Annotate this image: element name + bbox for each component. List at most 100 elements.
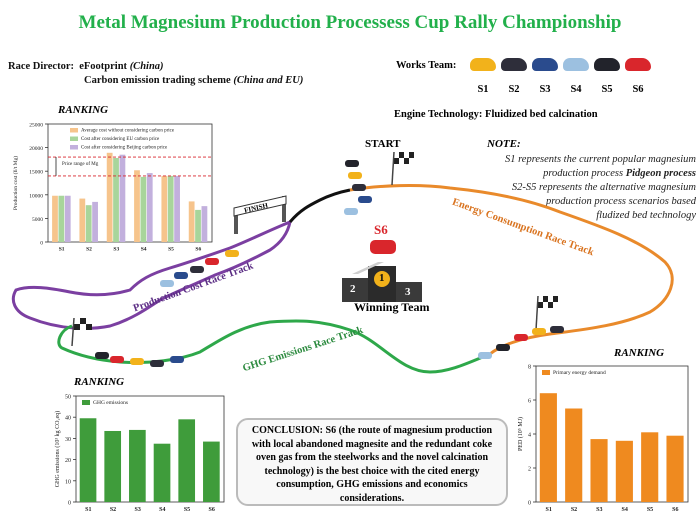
winners-podium-icon — [342, 262, 422, 302]
race-director-line2-italic: (China and EU) — [233, 75, 304, 86]
y-tick-label: 40 — [65, 416, 71, 422]
finish-flag-icon — [71, 317, 92, 347]
bar-s3 — [106, 152, 113, 242]
ghg-emissions-track — [57, 319, 491, 374]
bar-s6 — [201, 206, 208, 242]
x-tick-label: S3 — [134, 507, 140, 513]
car-icon-s2 — [501, 58, 527, 71]
car-label-s1: S1 — [477, 84, 489, 95]
car-label-s3: S3 — [539, 84, 551, 95]
track-car-icon — [110, 356, 124, 363]
x-tick-label: S6 — [208, 507, 214, 513]
x-tick-label: S5 — [647, 507, 653, 513]
track-car-icon — [358, 196, 372, 203]
page-title: Metal Magnesium Production Processess Cu… — [78, 12, 622, 33]
track-car-icon — [345, 160, 359, 167]
bar-s4 — [146, 173, 153, 242]
track-car-icon — [550, 326, 564, 333]
x-tick-label: S5 — [168, 247, 174, 253]
energy-flag-icon — [535, 295, 558, 331]
bar-s6 — [203, 441, 220, 502]
ghg-emissions-chart: 0 10 20 30 40 50 S1 S2 S3 S4 S5 S6 GHG emissions (10… — [54, 395, 225, 513]
plot-frame — [75, 395, 225, 503]
car-label-s5: S5 — [601, 84, 613, 95]
winner-label: S6 — [374, 222, 388, 237]
track-car-icon — [225, 250, 239, 257]
track-car-icon — [150, 360, 164, 367]
bar-s2 — [79, 198, 86, 242]
track-car-icon — [170, 356, 184, 363]
energy-consumption-track — [349, 184, 674, 356]
y-axis-label: GHG emissions (10³ kg CO₂eq) — [54, 411, 61, 488]
y-tick-label: 10000 — [29, 193, 43, 199]
bar-s1 — [52, 195, 58, 242]
track-car-icon — [160, 280, 174, 287]
finish-gate-icon — [233, 195, 287, 234]
legend-label: Cost after considering Beijing carbon pr… — [81, 146, 168, 151]
bar-s2 — [92, 201, 98, 242]
race-director-label: Race Director: — [8, 61, 74, 72]
legend-label: Average cost without considering carbon … — [81, 129, 175, 134]
winner-car-icon — [370, 240, 396, 254]
track-car-icon — [348, 172, 362, 179]
x-tick-label: S2 — [86, 247, 92, 253]
bar-s5 — [167, 175, 174, 242]
bar-s1 — [58, 195, 65, 242]
note-line-2a: production process — [543, 168, 626, 179]
x-tick-label: S5 — [184, 507, 190, 513]
track-car-icon — [174, 272, 188, 279]
bar-s3 — [590, 439, 608, 502]
x-tick-label: S1 — [85, 507, 91, 513]
legend-swatch — [70, 145, 78, 150]
x-tick-label: S2 — [110, 507, 116, 513]
start-label: START — [365, 138, 401, 150]
y-tick-label: 50 — [65, 395, 71, 401]
race-director: Race Director: eFootprint (China) Carbon… — [8, 60, 303, 88]
engine-technology: Engine Technology: Fluidized bed calcina… — [394, 109, 598, 120]
x-tick-label: S6 — [672, 507, 678, 513]
y-tick-label: 8 — [528, 365, 531, 371]
x-tick-label: S4 — [141, 247, 147, 253]
legend-swatch — [82, 400, 90, 405]
bar-s4 — [140, 176, 147, 242]
podium-first: 1 — [379, 272, 385, 284]
x-tick-label: S1 — [59, 247, 65, 253]
y-axis-label: PED (10⁵ MJ) — [517, 417, 524, 451]
track-car-icon — [190, 266, 204, 273]
y-tick-label: 25000 — [29, 123, 43, 129]
bar-s1 — [64, 195, 71, 242]
race-director-line1-italic: (China) — [129, 61, 164, 72]
bar-s3 — [113, 157, 119, 242]
car-icon-s4 — [563, 58, 589, 71]
track-car-icon — [352, 184, 366, 191]
car-label-s6: S6 — [632, 84, 644, 95]
x-tick-label: S3 — [113, 247, 119, 253]
track-car-icon — [496, 344, 510, 351]
car-icon-s3 — [532, 58, 558, 71]
y-tick-label: 30 — [65, 437, 71, 443]
note-line-2: production process Pidgeon process — [470, 167, 696, 181]
bar-s6 — [188, 201, 195, 242]
bar-s4 — [153, 443, 171, 502]
bar-s3 — [119, 154, 126, 242]
y-tick-label: 6 — [528, 399, 531, 405]
bar-s5 — [161, 175, 168, 242]
y-axis-label: Production cost (¥/t Mg) — [12, 156, 19, 210]
finish-track — [288, 188, 351, 223]
y-tick-label: 4 — [528, 433, 531, 439]
race-director-line2: Carbon emission trading scheme — [84, 75, 234, 86]
conclusion-box: CONCLUSION: S6 (the route of magnesium p… — [236, 418, 508, 506]
x-tick-label: S4 — [159, 507, 165, 513]
x-tick-label: S1 — [545, 507, 551, 513]
y-tick-label: 5000 — [32, 217, 43, 223]
note-line-1: S1 represents the current popular magnes… — [504, 154, 696, 165]
y-tick-label: 2 — [528, 467, 531, 473]
legend-label: GHG emissions — [93, 400, 128, 406]
car-icon-s5 — [594, 58, 620, 71]
legend-label: Primary energy demand — [553, 370, 606, 376]
track-car-icon — [514, 334, 528, 341]
track-car-icon — [95, 352, 109, 359]
legend-swatch — [70, 136, 78, 141]
bar-s4 — [615, 440, 633, 502]
start-flag-icon — [391, 151, 414, 186]
